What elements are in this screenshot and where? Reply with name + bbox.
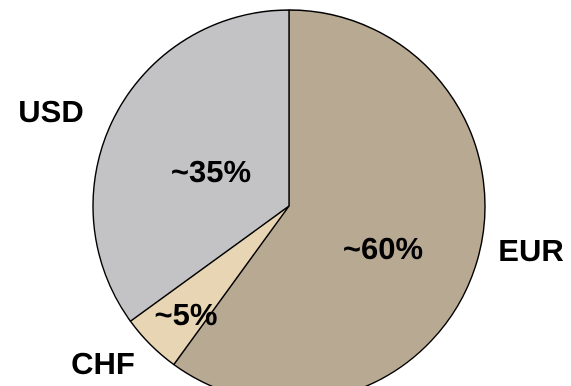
slice-value-label-eur: ~60% bbox=[343, 231, 423, 266]
pie-slice-usd bbox=[92, 9, 290, 322]
slice-category-label-usd: USD bbox=[18, 94, 83, 129]
slice-value-label-chf: ~5% bbox=[155, 297, 218, 332]
slice-category-label-chf: CHF bbox=[71, 346, 135, 381]
pie-slice-eur bbox=[173, 9, 486, 386]
slice-category-label-eur: EUR bbox=[498, 233, 563, 268]
slice-value-label-usd: ~35% bbox=[171, 154, 251, 189]
pie-slices bbox=[92, 9, 486, 386]
pie-labels: ~60% EUR ~5% CHF ~35% USD bbox=[18, 94, 563, 381]
